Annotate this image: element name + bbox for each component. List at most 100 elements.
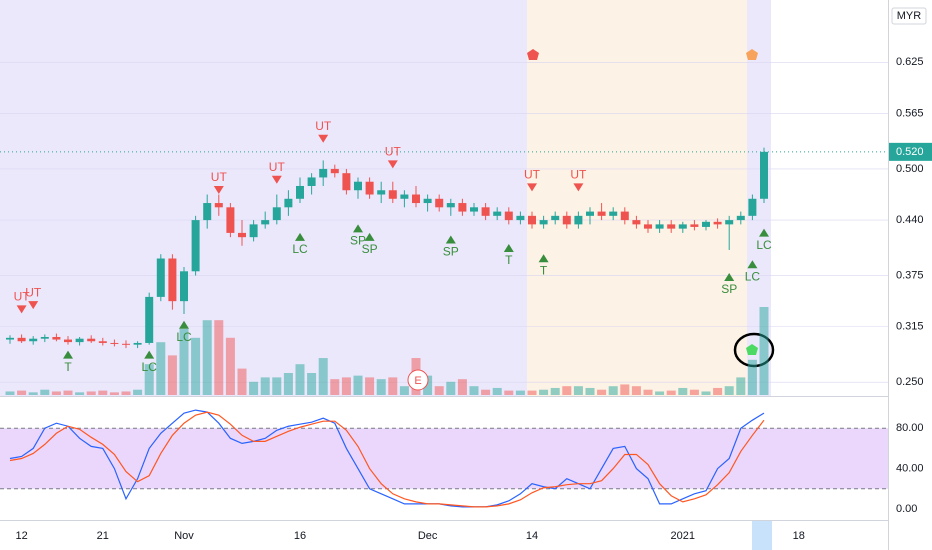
signal-arrow	[353, 224, 363, 233]
candle-body	[122, 343, 130, 345]
volume-bar	[457, 379, 467, 395]
volume-bar	[736, 377, 746, 395]
candle-body	[40, 336, 49, 339]
volume-bar	[330, 379, 340, 395]
candle-body	[110, 342, 119, 344]
signal-arrow	[63, 350, 73, 359]
y-tick-label: 0.250	[896, 376, 924, 388]
volume-bar	[191, 337, 201, 395]
volume-bar	[365, 377, 375, 395]
last-price-box	[889, 142, 932, 161]
volume-bar	[283, 373, 293, 395]
signal-arrow	[527, 183, 537, 192]
signal-label: UT	[570, 168, 587, 182]
volume-bar	[504, 390, 514, 395]
volume-bar	[759, 307, 769, 395]
candle-body	[470, 207, 478, 212]
candle-body	[528, 215, 536, 225]
signal-label: UT	[524, 168, 541, 182]
volume-bar	[318, 358, 328, 395]
volume-bar	[434, 386, 444, 395]
volume-bar	[747, 359, 757, 395]
signal-arrow	[573, 183, 584, 192]
signal-label: LC	[756, 238, 772, 252]
candle-body	[620, 211, 629, 221]
signal-arrow	[28, 301, 39, 310]
volume-bar	[40, 389, 50, 395]
candle-body	[423, 198, 432, 204]
osc-tick-label: 40.00	[896, 462, 924, 474]
candle-body	[597, 211, 606, 216]
candle-body	[446, 203, 455, 208]
volume-bar	[202, 320, 212, 395]
x-tick-label: Dec	[418, 530, 438, 542]
volume-bar	[666, 390, 676, 395]
signal-label: LC	[292, 242, 308, 256]
candle-body	[29, 338, 38, 342]
earnings-marker	[407, 369, 429, 391]
volume-bar	[620, 384, 630, 395]
signal-label: SP	[350, 234, 366, 248]
volume-bar	[133, 389, 143, 395]
currency-box[interactable]	[891, 7, 927, 25]
volume-bar	[307, 373, 317, 395]
volume-bar	[28, 392, 38, 395]
x-tick-label: 14	[526, 530, 538, 542]
signal-arrow	[503, 243, 514, 252]
signal-label: SP	[443, 245, 459, 259]
signal-label: UT	[385, 145, 402, 159]
signal-label: LC	[745, 269, 761, 283]
x-tick-label: 18	[793, 530, 805, 542]
event-marker	[746, 49, 758, 60]
signal-arrow	[759, 228, 769, 237]
candle-body	[6, 337, 14, 340]
volume-bar	[399, 386, 409, 395]
candle-body	[493, 211, 502, 216]
x-tick-label: 21	[97, 530, 109, 542]
candle-body	[516, 215, 525, 221]
candle-body	[64, 339, 72, 343]
signal-arrow	[179, 320, 189, 329]
signal-arrow	[271, 175, 282, 184]
volume-bar	[144, 364, 154, 395]
volume-bar	[167, 355, 177, 395]
candle-body	[377, 190, 386, 195]
candle-body	[632, 220, 641, 225]
volume-bar	[225, 337, 235, 395]
candle-body	[574, 215, 583, 225]
signal-label: T	[540, 263, 548, 277]
candle-body	[655, 224, 664, 229]
event-marker	[527, 49, 539, 60]
x-tick-label: 2021	[671, 530, 695, 542]
signal-label: UT	[315, 119, 332, 133]
candle-body	[412, 194, 420, 204]
oscillator-line	[9, 409, 765, 508]
candle-body	[458, 203, 467, 212]
volume-bar	[121, 391, 131, 395]
volume-bar	[249, 381, 259, 395]
volume-bar	[539, 389, 549, 395]
volume-bar	[17, 390, 27, 395]
candle-body	[702, 221, 710, 227]
volume-bar	[643, 389, 653, 395]
candle-body	[238, 232, 246, 238]
volume-bar	[527, 390, 537, 395]
volume-bar	[86, 391, 96, 395]
volume-bar	[295, 364, 305, 395]
signal-label: UT	[14, 290, 31, 304]
volume-bar	[713, 387, 723, 395]
x-tick-label: 12	[15, 530, 27, 542]
candle-body	[504, 211, 513, 221]
volume-bar	[655, 391, 665, 395]
volume-bar	[631, 386, 641, 395]
y-tick-label: 0.315	[896, 321, 924, 333]
candle-body	[261, 220, 270, 225]
candle-body	[342, 173, 351, 191]
volume-bar	[272, 377, 282, 395]
signal-label: SP	[721, 282, 737, 296]
candle-body	[145, 296, 154, 343]
signal-arrow	[445, 235, 456, 244]
candle-body	[52, 336, 61, 340]
time-highlight	[752, 521, 772, 550]
session-bg	[527, 0, 747, 396]
